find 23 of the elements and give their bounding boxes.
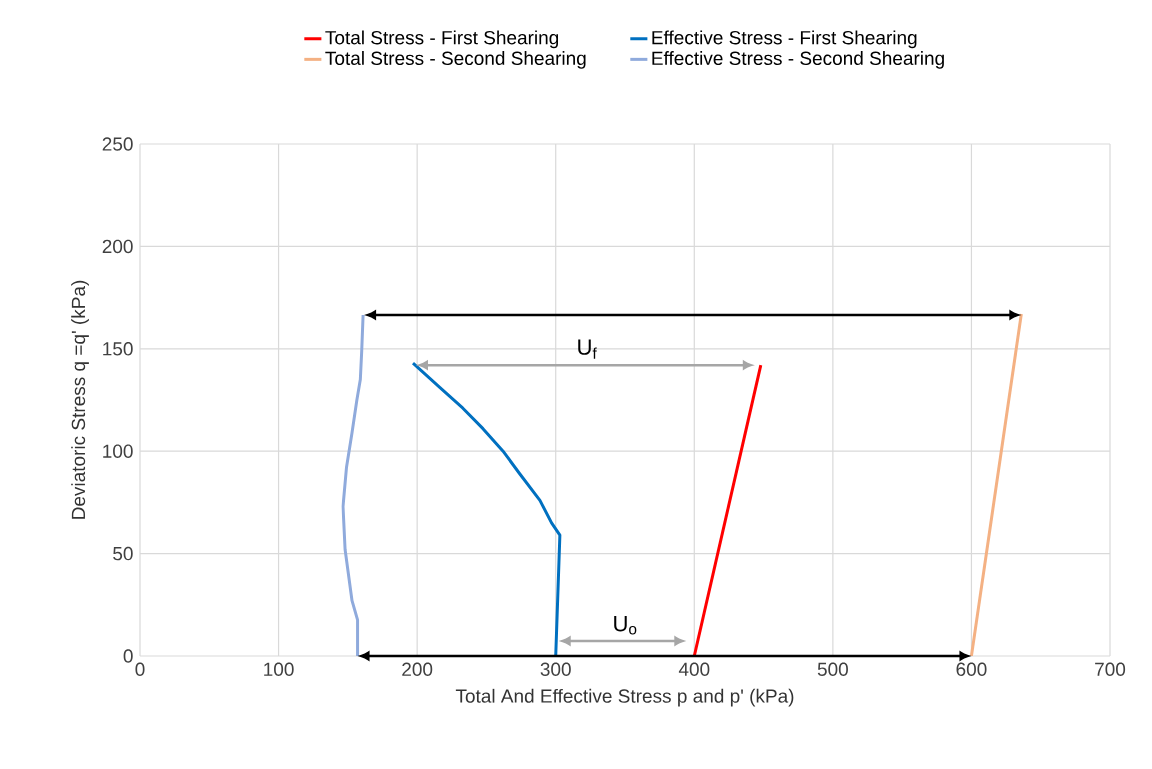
x-tick-label: 400 [678,662,710,676]
legend-label: Total Stress - First Shearing [325,30,559,49]
legend-label: Total Stress - Second Shearing [325,51,586,69]
legend-label: Effective Stress - First Shearing [652,30,917,49]
x-tick-label: 600 [956,662,987,676]
x-tick-label: 700 [1095,662,1126,676]
y-tick-label: 150 [103,342,133,356]
annotation: U$_{f}$ [578,339,597,359]
x-axis-title: Total And Effective Stress p and p' (kPa) [455,688,794,707]
y-tick-label: 100 [103,444,133,458]
y-tick-label: 0 [123,649,133,663]
line-series [411,361,562,656]
annotation: U$_{o}$ [614,616,637,635]
x-tick-label: 0 [135,662,145,676]
x-tick-label: 500 [817,662,848,676]
y-tick-label: 250 [102,137,133,151]
y-axis-title: Deviatoric Stress q =q' (kPa) [71,280,89,519]
x-tick-label: 300 [540,662,571,676]
y-tick-label: 200 [102,239,133,254]
x-tick-label: 200 [402,662,433,676]
legend-label: Effective Stress - Second Shearing [652,51,944,69]
y-tick-label: 50 [113,546,133,561]
x-tick-label: 100 [264,662,294,676]
